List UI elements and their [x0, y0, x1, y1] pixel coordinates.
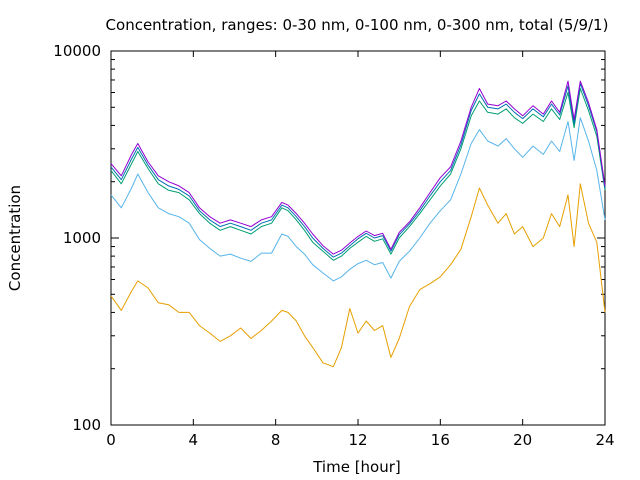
x-tick-label: 16: [431, 431, 450, 449]
series-line-5: [110, 80, 606, 255]
series-line-3: [110, 88, 606, 261]
x-tick-label: 12: [348, 431, 367, 449]
y-tick-label: 1000: [63, 229, 101, 247]
y-tick-label: 10000: [53, 42, 101, 60]
series-line-4: [110, 83, 606, 258]
x-tick-label: 20: [513, 431, 532, 449]
y-axis-label: Concentration: [6, 185, 24, 291]
axes: 0 4 8 12 16 20 24 100 1000 10000: [53, 42, 614, 449]
series-line-1: [110, 183, 606, 368]
chart-title: Concentration, ranges: 0-30 nm, 0-100 nm…: [106, 16, 609, 34]
x-axis-label: Time [hour]: [312, 458, 401, 476]
series-group: [110, 80, 606, 368]
series-line-2: [110, 117, 606, 282]
x-tick-label: 24: [595, 431, 614, 449]
y-tick-label: 100: [72, 416, 101, 434]
x-tick-label: 8: [271, 431, 281, 449]
x-tick-label: 0: [106, 431, 116, 449]
x-tick-label: 4: [189, 431, 199, 449]
